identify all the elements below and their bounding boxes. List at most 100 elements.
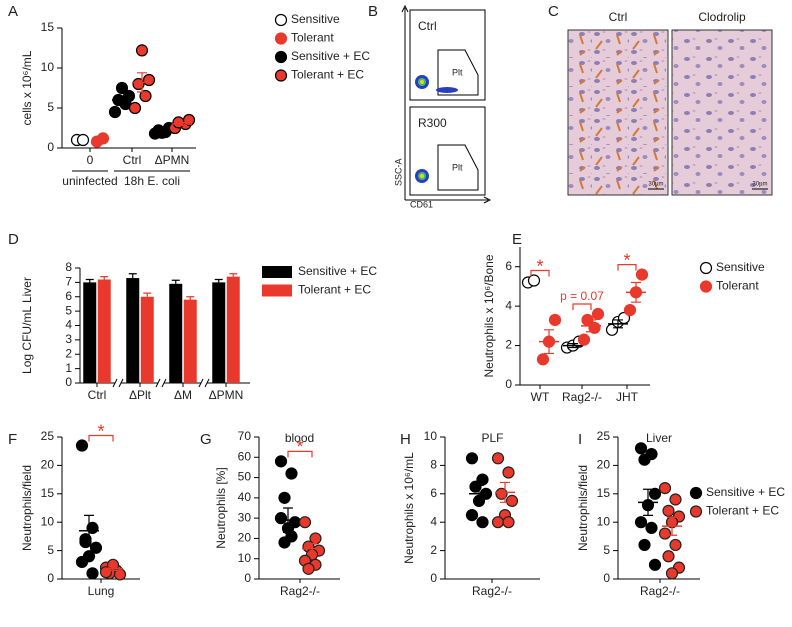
y-tick-label: 10: [597, 514, 611, 528]
axis-break: [155, 378, 167, 388]
y-tick-label: 20: [238, 531, 252, 545]
y-axis-label: Neutrophils x 10⁶/Bone: [482, 254, 496, 377]
axes-arrows: [401, 4, 492, 204]
sem-bar: [117, 95, 127, 105]
population: [420, 80, 424, 84]
sem-bar: [613, 319, 623, 329]
axis-break: [198, 378, 210, 388]
data-point: [645, 521, 658, 534]
legend-label: Tolerant + EC: [298, 283, 371, 297]
data-point: [634, 516, 648, 529]
group-label: uninfected: [62, 174, 117, 188]
y-axis-label: Neutrophils x 10⁶/mL: [402, 452, 416, 564]
data-point: [623, 303, 637, 317]
sem-bar: [631, 281, 641, 303]
data-point: [536, 353, 550, 366]
y-tick-label: 10: [424, 429, 438, 443]
bar: [212, 282, 226, 383]
x-tick-label: WT: [531, 390, 550, 404]
panel-letter: A: [8, 3, 18, 20]
y-tick-label: 0: [603, 571, 610, 585]
legend-marker: [689, 505, 703, 518]
group-label: 18h E. coli: [124, 174, 180, 188]
y-tick-label: 60: [238, 449, 252, 463]
y-tick-label: 0: [47, 571, 54, 585]
data-point: [635, 268, 649, 281]
panel-letter: G: [200, 431, 212, 448]
significance-label: *: [536, 256, 543, 276]
chart-title: Liver: [646, 431, 672, 445]
data-point: [298, 516, 312, 529]
y-axis-label: Neutrophils [%]: [214, 467, 228, 548]
plot-title: Ctrl: [418, 19, 437, 33]
y-axis-label: Neutrophils/field: [20, 465, 34, 551]
y-tick-label: 5: [65, 303, 72, 317]
legend-label: Sensitive + EC: [706, 485, 785, 499]
significance-bracket: [617, 264, 637, 271]
y-tick-label: 4: [430, 514, 437, 528]
bar: [169, 283, 183, 383]
sem-bar: [586, 319, 596, 333]
panel-letter: D: [8, 231, 19, 248]
panel-letter: I: [578, 431, 582, 448]
y-tick-label: 1: [65, 361, 72, 375]
panel-letter: H: [400, 431, 411, 448]
legend-swatch: [262, 266, 292, 278]
data-point: [86, 567, 99, 580]
histology-image: [671, 29, 773, 196]
significance-label: *: [296, 437, 303, 457]
axis-break-gap: [201, 381, 207, 385]
x-tick-label: ΔPlt: [129, 388, 152, 402]
sem-bar: [177, 121, 187, 127]
y-tick-label: 0: [65, 375, 72, 389]
plot-title: R300: [418, 116, 447, 130]
sem-bar: [84, 514, 94, 547]
data-point: [505, 494, 519, 507]
data-point: [89, 541, 103, 554]
y-tick-label: 15: [41, 486, 55, 500]
significance-bracket: [572, 303, 592, 311]
data-point: [274, 455, 288, 468]
bar: [226, 276, 240, 383]
data-point: [142, 73, 156, 87]
bar: [83, 282, 97, 383]
y-tick-label: 8: [430, 458, 437, 472]
x-tick-label: 0: [87, 153, 94, 167]
gate-label: Plt: [452, 67, 463, 77]
sem-bar: [108, 566, 118, 572]
legend-label: Sensitive: [716, 260, 765, 274]
y-tick-label: 4: [65, 318, 72, 332]
x-tick-label: Ctrl: [123, 153, 142, 167]
y-tick-label: 25: [41, 429, 55, 443]
y-tick-label: 20: [597, 458, 611, 472]
y-tick-label: 25: [597, 429, 611, 443]
data-point: [491, 516, 505, 529]
data-point: [588, 321, 601, 334]
y-tick-label: 2: [505, 338, 512, 352]
legend-marker: [274, 69, 288, 82]
data-point: [75, 439, 89, 452]
data-point: [638, 453, 651, 466]
y-tick-label: 6: [65, 289, 72, 303]
legend-label: Tolerant: [291, 31, 334, 45]
error-bar: [128, 273, 137, 279]
significance-bracket: [530, 269, 550, 277]
axis-break-gap: [115, 381, 121, 385]
error-bar: [214, 278, 223, 283]
data-point: [548, 313, 562, 327]
legend-marker: [699, 280, 713, 293]
data-point: [285, 467, 298, 480]
y-tick-label: 10: [41, 60, 55, 74]
gate: [437, 49, 479, 96]
gate: [437, 144, 479, 191]
sem-bar: [643, 488, 653, 516]
panel-letter: C: [548, 3, 559, 20]
data-point: [75, 555, 89, 569]
panel-c: C Ctrl Clodrolip 30µm 30µm: [548, 3, 773, 196]
chart-title: blood: [285, 431, 314, 445]
bar: [183, 299, 197, 383]
data-point: [469, 480, 482, 493]
panel-b: B Ctrl Plt R300 Plt SSC-A CD61: [368, 3, 492, 209]
data-point: [591, 307, 605, 321]
